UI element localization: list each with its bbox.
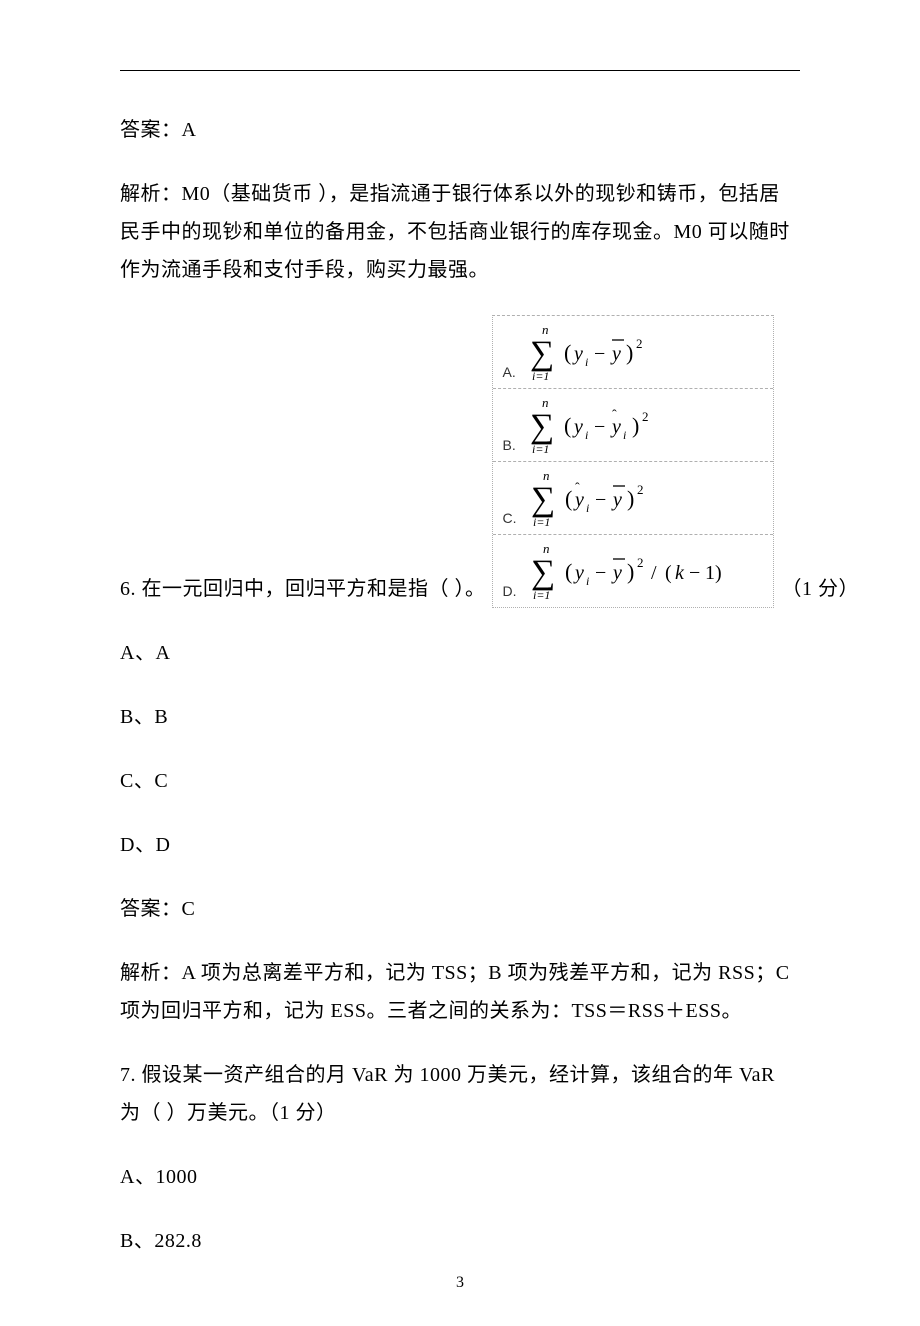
q6-formula-c: n ∑ i=1 ( ˆ y i − y ) 2 (523, 468, 693, 530)
q7-option-b: B、282.8 (120, 1222, 800, 1260)
q6-formula-label-b: B. (503, 437, 516, 457)
q6-formula-d: n ∑ i=1 ( y i − y ) 2 / ( k − 1) (523, 541, 763, 603)
svg-text:2: 2 (637, 555, 644, 570)
svg-text:): ) (627, 559, 634, 584)
svg-text:(: ( (565, 559, 572, 584)
q6-formula-label-d: D. (503, 583, 517, 603)
q6-formula-b: n ∑ i=1 ( y i − ˆ y i ) 2 (522, 395, 692, 457)
q6-formula-row-c: C. n ∑ i=1 ( ˆ y i − y ) 2 (493, 462, 773, 535)
svg-text:i: i (586, 574, 589, 588)
q6-option-c: C、C (120, 762, 800, 800)
svg-text:∑: ∑ (530, 335, 554, 372)
svg-text:): ) (626, 340, 633, 365)
svg-text:(: ( (564, 413, 571, 438)
q6-formula-row-b: B. n ∑ i=1 ( y i − ˆ y i ) 2 (493, 389, 773, 462)
svg-text:y: y (573, 489, 584, 511)
page-number: 3 (0, 1274, 920, 1292)
svg-text:∑: ∑ (531, 481, 555, 518)
q6-formula-row-d: D. n ∑ i=1 ( y i − y ) 2 / ( k − (493, 535, 773, 607)
svg-text:i=1: i=1 (532, 442, 549, 456)
svg-text:): ) (632, 413, 639, 438)
svg-text:y: y (573, 562, 584, 584)
svg-text:∑: ∑ (531, 554, 555, 591)
q5-answer: 答案：A (120, 111, 800, 149)
svg-text:2: 2 (636, 336, 643, 351)
svg-text:2: 2 (642, 409, 649, 424)
svg-text:i: i (585, 355, 588, 369)
q6-formula-a: n ∑ i=1 ( y i − y ) 2 (522, 322, 682, 384)
svg-text:k: k (675, 562, 685, 584)
svg-text:−: − (594, 343, 605, 365)
svg-text:(: ( (564, 340, 571, 365)
q7-option-a: A、1000 (120, 1158, 800, 1196)
q5-explanation: 解析：M0（基础货币 ），是指流通于银行体系以外的现钞和铸币，包括居民手中的现钞… (120, 175, 800, 289)
q6-formula-label-c: C. (503, 510, 517, 530)
svg-text:y: y (611, 489, 622, 511)
svg-text:1): 1) (705, 562, 722, 584)
q6-option-b: B、B (120, 698, 800, 736)
q6-stem-text: 6. 在一元回归中，回归平方和是指（ ）。 (120, 570, 486, 608)
svg-text:(: ( (565, 486, 572, 511)
svg-text:/: / (651, 562, 657, 584)
q6-formula-box: A. n ∑ i=1 ( y i − y ) 2 B. (492, 315, 774, 608)
q6-answer: 答案：C (120, 890, 800, 928)
svg-text:i=1: i=1 (533, 588, 550, 602)
svg-text:−: − (595, 562, 606, 584)
svg-text:2: 2 (637, 482, 644, 497)
svg-text:i=1: i=1 (532, 369, 549, 383)
svg-text:−: − (594, 416, 605, 438)
q7-stem: 7. 假设某一资产组合的月 VaR 为 1000 万美元，经计算，该组合的年 V… (120, 1056, 800, 1132)
svg-text:(: ( (665, 562, 672, 584)
q6-formula-row-a: A. n ∑ i=1 ( y i − y ) 2 (493, 316, 773, 389)
svg-text:−: − (595, 489, 606, 511)
svg-text:∑: ∑ (530, 408, 554, 445)
svg-text:): ) (627, 486, 634, 511)
svg-text:y: y (572, 343, 583, 365)
q6-points: （1 分） (782, 570, 860, 608)
q6-explanation: 解析：A 项为总离差平方和，记为 TSS；B 项为残差平方和，记为 RSS；C … (120, 954, 800, 1030)
document-page: 答案：A 解析：M0（基础货币 ），是指流通于银行体系以外的现钞和铸币，包括居民… (0, 0, 920, 1326)
q6-option-a: A、A (120, 634, 800, 672)
svg-text:i: i (623, 428, 626, 442)
q6-option-d: D、D (120, 826, 800, 864)
svg-text:i: i (585, 428, 588, 442)
svg-text:−: − (689, 562, 700, 584)
svg-text:i: i (586, 501, 589, 515)
q6-formula-label-a: A. (503, 364, 516, 384)
svg-text:i=1: i=1 (533, 515, 550, 529)
svg-text:y: y (610, 343, 621, 365)
svg-text:y: y (610, 416, 621, 438)
q6-stem-row: 6. 在一元回归中，回归平方和是指（ ）。 A. n ∑ i=1 ( y i −… (120, 315, 800, 608)
header-rule (120, 70, 800, 71)
svg-text:y: y (572, 416, 583, 438)
svg-text:y: y (611, 562, 622, 584)
